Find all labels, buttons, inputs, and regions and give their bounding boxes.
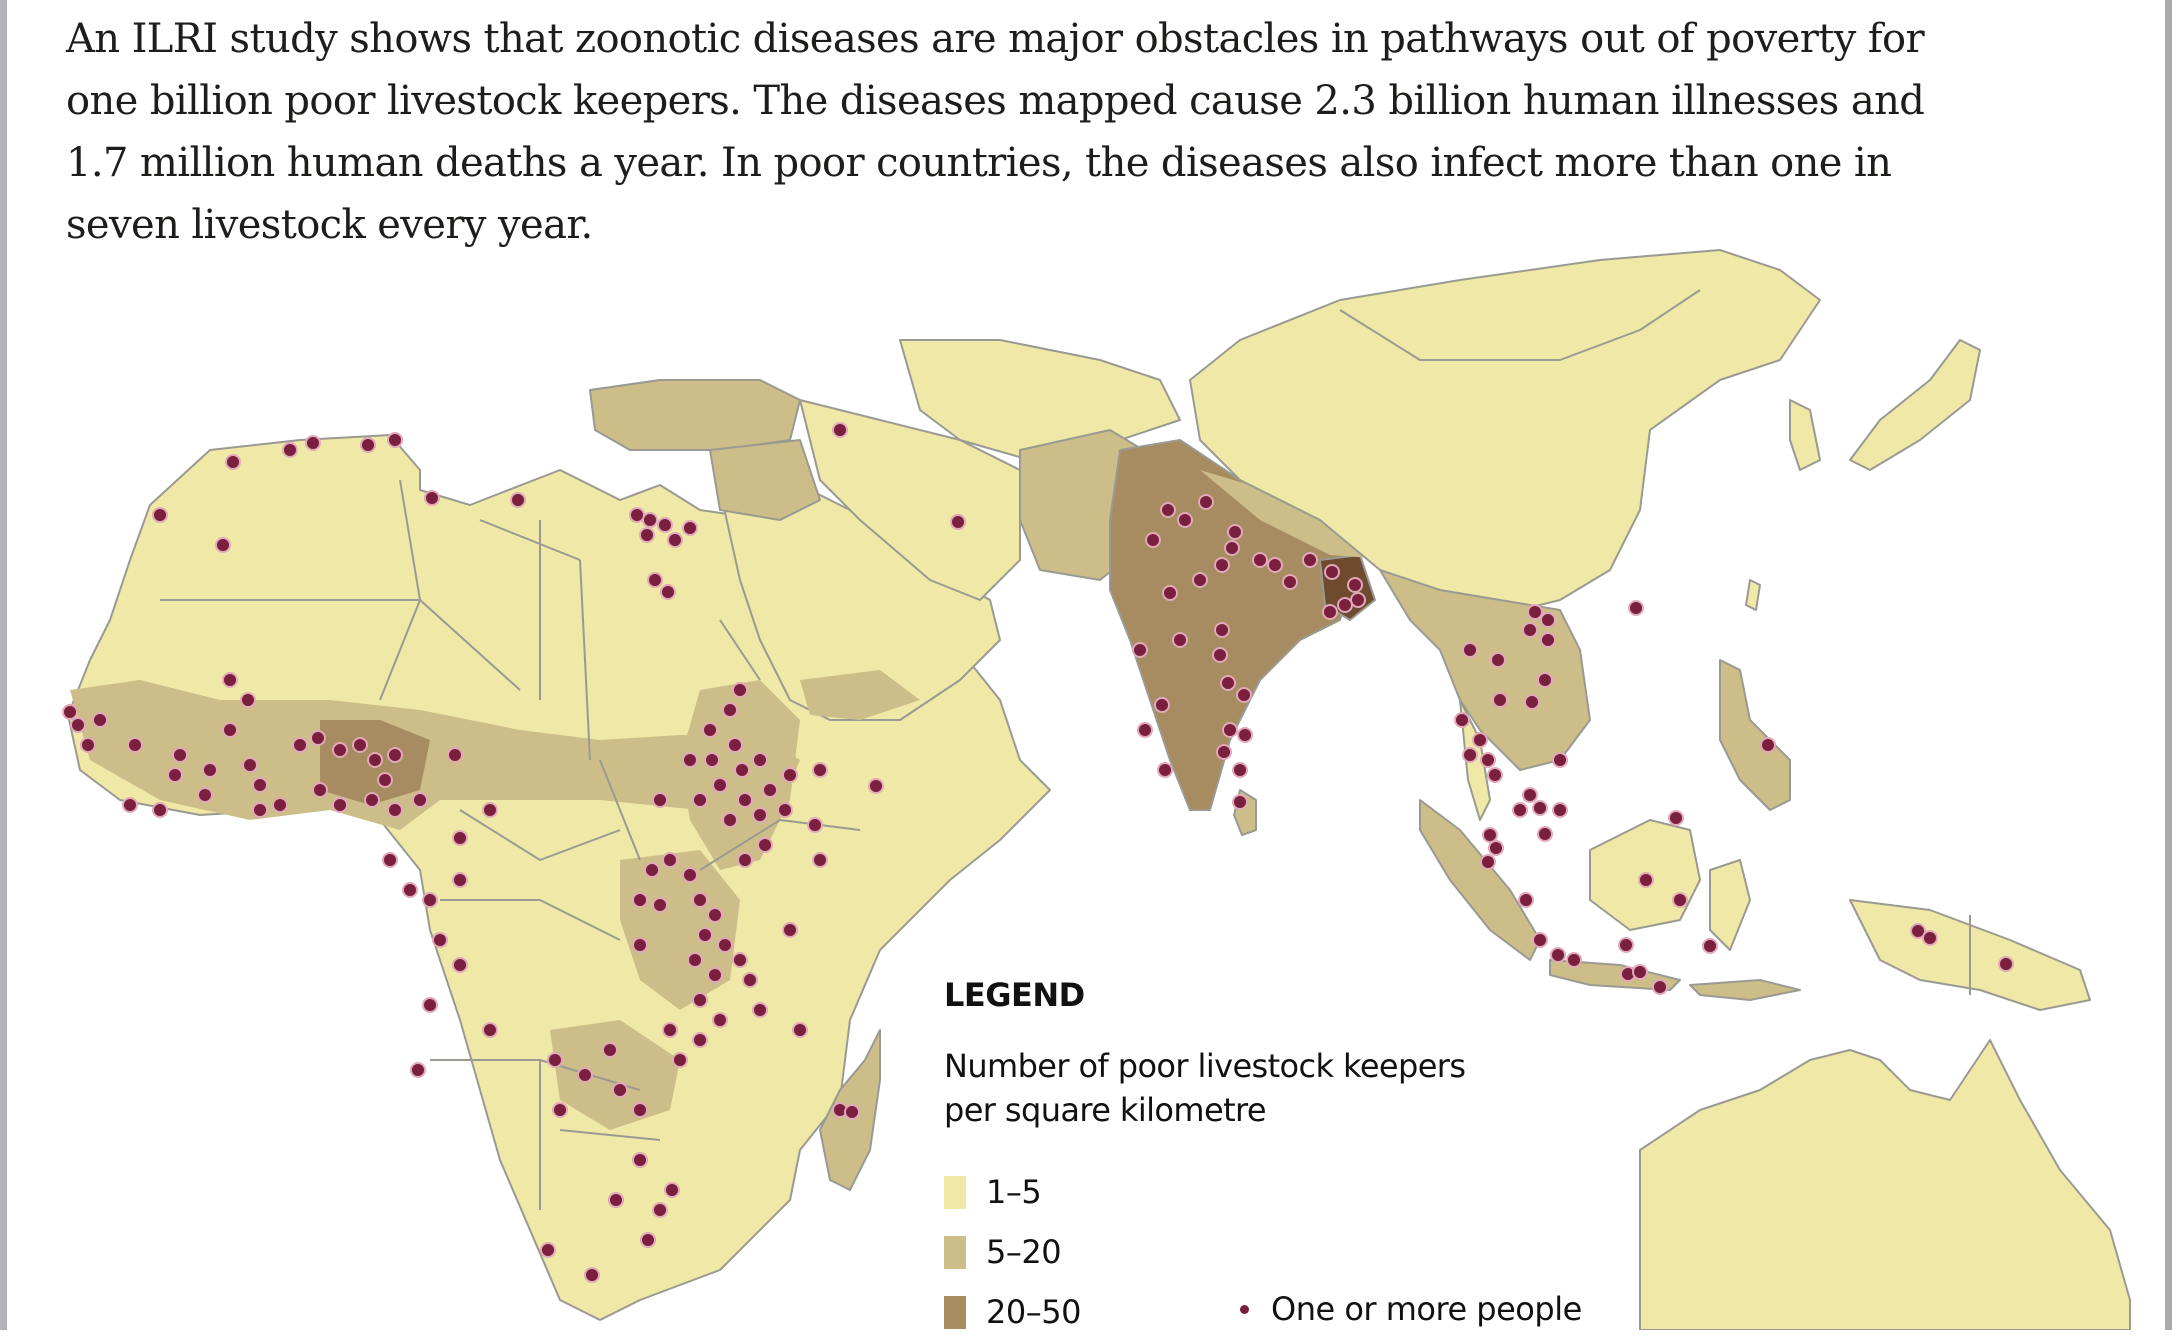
java (1549, 959, 1681, 991)
caption-line: An ILRI study shows that zoonotic diseas… (66, 16, 1925, 62)
australia (1639, 1039, 2131, 1330)
levant-iraq (709, 439, 821, 521)
caption-line: seven livestock every year. (66, 202, 593, 248)
sulawesi (1709, 859, 1751, 951)
iran (799, 399, 1021, 601)
korea (1789, 399, 1821, 471)
legend-title: LEGEND (944, 976, 1085, 1014)
hotspot-dot-icon (1240, 1304, 1249, 1314)
page-frame-left (0, 0, 7, 1330)
legend-label: 1–5 (986, 1173, 1042, 1211)
legend-label: 20–50 (986, 1293, 1081, 1331)
japan (1849, 339, 1981, 471)
legend-point-label: One or more people (1271, 1290, 1582, 1328)
legend-swatch-high (944, 1295, 966, 1329)
philippines (1719, 659, 1791, 811)
figure-caption: An ILRI study shows that zoonotic diseas… (66, 8, 2126, 256)
map-legend: LEGEND Number of poor livestock keepers … (944, 976, 1466, 1342)
china-mongolia (1189, 249, 1821, 621)
caption-line: one billion poor livestock keepers. The … (66, 78, 1925, 124)
legend-subtitle-line: Number of poor livestock keepers (944, 1047, 1466, 1085)
lesser-sunda (1689, 979, 1801, 1001)
legend-point-symbol: One or more people (1240, 1290, 1582, 1328)
legend-swatch-low (944, 1175, 966, 1209)
legend-label: 5–20 (986, 1233, 1062, 1271)
legend-swatch-mid (944, 1235, 966, 1269)
legend-subtitle: Number of poor livestock keepers per squ… (944, 1044, 1466, 1132)
sahel-band (70, 680, 800, 830)
southern-africa-mid (550, 1020, 680, 1130)
mongolia-border (1339, 289, 1701, 361)
legend-row-5-20: 5–20 (944, 1222, 1465, 1282)
yemen-mid (800, 670, 920, 720)
page-frame-right (2165, 0, 2172, 1330)
legend-subtitle-line: per square kilometre (944, 1091, 1267, 1129)
legend-row-20-50: 20–50 (944, 1282, 1465, 1342)
legend-row-1-5: 1–5 (944, 1162, 1465, 1222)
turkey (589, 379, 801, 451)
sumatra (1419, 799, 1541, 961)
caption-line: 1.7 million human deaths a year. In poor… (66, 140, 1892, 186)
taiwan (1745, 579, 1761, 611)
hotspot-markers (62, 422, 2014, 1283)
